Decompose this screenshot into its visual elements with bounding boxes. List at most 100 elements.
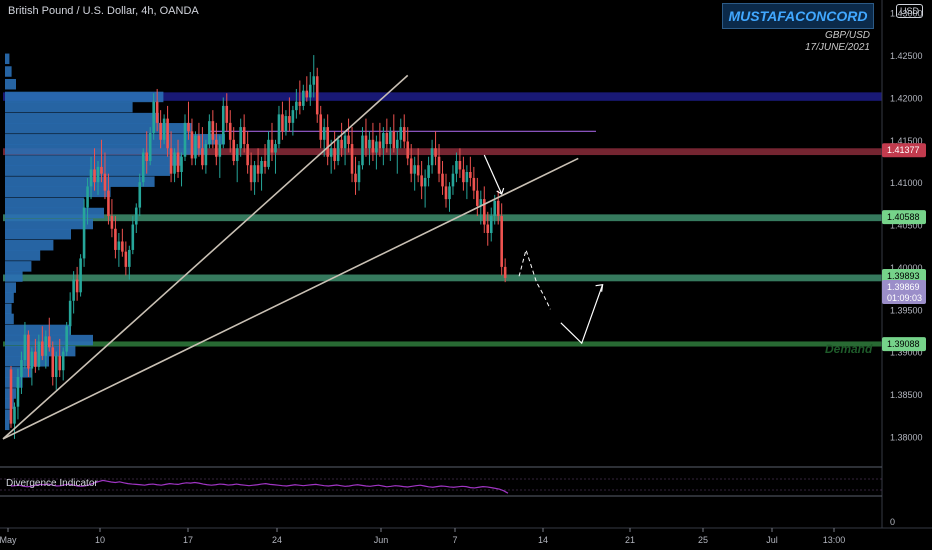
candle	[145, 152, 149, 161]
candle	[121, 241, 124, 252]
candle	[204, 144, 208, 166]
x-tick-label: Jun	[374, 535, 389, 545]
candle	[315, 76, 319, 115]
price-label-bg	[882, 210, 926, 225]
candle	[13, 406, 16, 424]
candle	[368, 139, 371, 149]
projection-dashed	[518, 248, 551, 310]
candle	[253, 165, 256, 183]
candle	[413, 165, 416, 174]
candle	[201, 148, 204, 166]
volume-profile-bar	[5, 292, 14, 303]
trendline	[2, 74, 409, 440]
indicator-scale-label: 0	[890, 517, 895, 527]
volume-profile-bar	[5, 155, 181, 166]
candle	[93, 169, 96, 183]
candle	[20, 360, 23, 378]
x-tick-label: 17	[183, 535, 193, 545]
candle	[183, 122, 187, 157]
candle	[197, 135, 201, 149]
y-tick-label: 1.39000	[890, 348, 923, 358]
volume-profile-bar	[5, 324, 71, 336]
candle	[357, 165, 361, 183]
candle	[308, 84, 312, 98]
volume-profile-bar	[5, 144, 208, 155]
y-tick-label: 1.39500	[890, 305, 923, 315]
candle	[54, 355, 58, 378]
candle	[228, 122, 232, 140]
candle	[249, 165, 253, 183]
candle	[218, 144, 222, 157]
candle	[448, 186, 451, 200]
candle	[434, 148, 437, 157]
candle	[479, 199, 483, 206]
date-label: 17/JUNE/2021	[804, 42, 870, 53]
y-tick-label: 1.43000	[890, 9, 923, 19]
candle	[382, 133, 385, 149]
candle	[496, 200, 500, 217]
candle	[322, 127, 326, 140]
candle	[319, 114, 323, 140]
price-label-bg	[882, 279, 926, 304]
candle	[176, 152, 180, 172]
volume-profile-bar	[5, 53, 10, 65]
candle	[41, 341, 44, 356]
price-label: 1.39893	[887, 271, 920, 281]
candle	[423, 177, 427, 187]
candle	[215, 139, 218, 157]
candle	[159, 122, 162, 140]
candle	[187, 122, 190, 132]
price-label: 1.40588	[887, 212, 920, 222]
support-zone-2	[3, 274, 882, 282]
candle	[194, 135, 197, 159]
x-tick-label: 14	[538, 535, 548, 545]
volume-profile-bar	[5, 66, 12, 77]
supply-zone	[3, 92, 882, 101]
volume-profile-bar	[5, 303, 12, 315]
candle	[110, 216, 114, 229]
volume-profile-bar	[5, 409, 12, 420]
candle	[389, 131, 392, 145]
candle	[284, 116, 288, 132]
candle	[86, 186, 89, 208]
candle	[79, 258, 82, 293]
candle	[96, 166, 100, 183]
swing-arrow-head	[496, 187, 505, 195]
volume-profile-bar	[5, 207, 104, 219]
candle	[75, 279, 79, 293]
candle	[208, 121, 211, 145]
y-tick-label: 1.40500	[890, 221, 923, 231]
candle	[221, 105, 225, 145]
candle	[235, 148, 239, 161]
y-tick-label: 1.41500	[890, 136, 923, 146]
candle	[482, 199, 486, 225]
candle	[152, 101, 155, 134]
currency-button[interactable]: USD	[896, 4, 924, 18]
candle	[141, 152, 145, 183]
candle	[486, 224, 490, 233]
candle	[72, 279, 75, 301]
candle	[190, 131, 194, 159]
candle	[288, 116, 291, 123]
candle	[107, 190, 110, 217]
candle	[500, 216, 503, 267]
candle	[211, 121, 215, 140]
candle	[34, 351, 37, 367]
x-tick-label: 21	[625, 535, 635, 545]
y-tick-label: 1.38500	[890, 390, 923, 400]
candle	[298, 101, 302, 106]
candle	[37, 341, 41, 367]
candle	[361, 135, 364, 166]
candle	[392, 131, 396, 149]
candle	[155, 101, 159, 123]
candle	[51, 347, 55, 378]
candle	[82, 207, 86, 259]
price-label-bg	[882, 337, 926, 352]
volume-profile-bar	[5, 218, 93, 230]
candle	[476, 190, 479, 206]
x-tick-label: 10	[95, 535, 105, 545]
volume-profile-bar	[5, 356, 49, 367]
candle	[364, 135, 368, 149]
volume-profile-bar	[5, 419, 10, 431]
